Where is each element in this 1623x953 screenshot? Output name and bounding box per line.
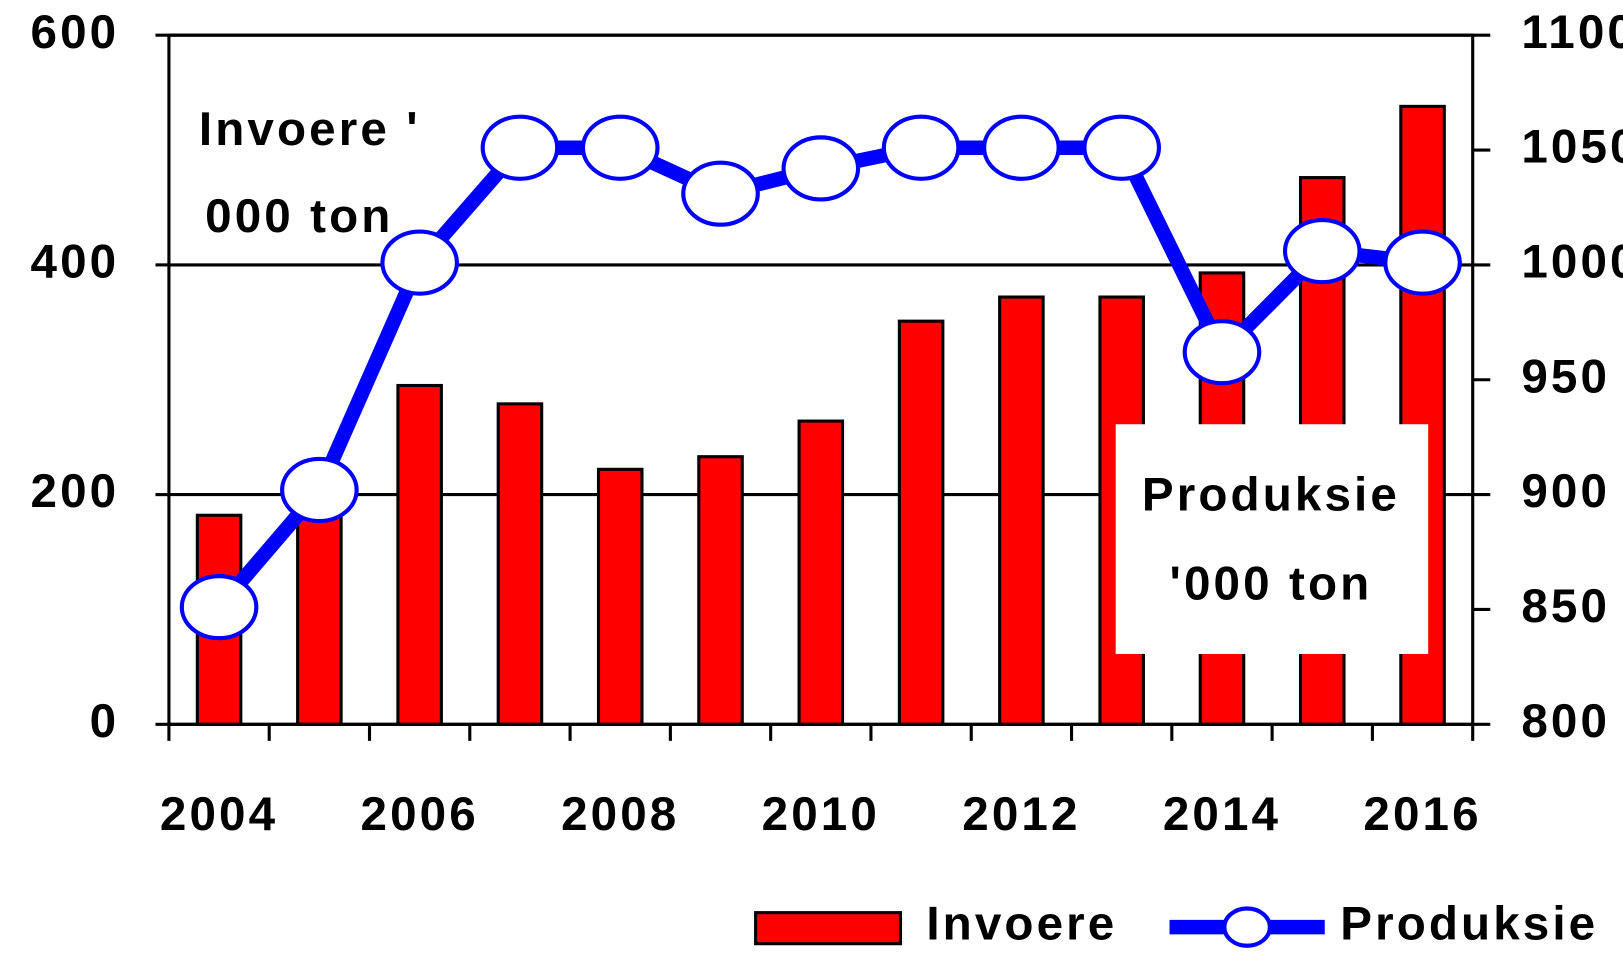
x-tick-label: 2016 bbox=[1363, 788, 1481, 841]
x-tick-label: 2010 bbox=[762, 788, 880, 841]
legend-marker bbox=[1222, 906, 1272, 948]
bar bbox=[296, 504, 343, 726]
y2-tick-label: 800 bbox=[1521, 695, 1610, 748]
x-tick-label: 2008 bbox=[561, 788, 679, 841]
y2-tick-label: 900 bbox=[1521, 465, 1610, 518]
marker bbox=[1082, 114, 1162, 181]
legend-label: Produksie bbox=[1340, 898, 1598, 951]
bar bbox=[797, 419, 845, 726]
annotation: Invoere ' bbox=[199, 103, 421, 156]
y2-tick-label: 1050 bbox=[1521, 121, 1623, 174]
bar bbox=[697, 455, 744, 726]
marker bbox=[1182, 319, 1262, 386]
y2-tick-label: 950 bbox=[1521, 350, 1610, 403]
annotation: 000 ton bbox=[205, 190, 393, 243]
annotation-box bbox=[1115, 424, 1429, 654]
annotation: Produksie bbox=[1142, 468, 1400, 521]
y-tick-label: 200 bbox=[31, 465, 120, 518]
marker bbox=[179, 574, 259, 641]
marker bbox=[1282, 218, 1362, 285]
bar bbox=[396, 383, 443, 726]
marker bbox=[881, 114, 961, 181]
plot-border bbox=[167, 33, 1475, 726]
bar bbox=[998, 295, 1045, 726]
bar bbox=[897, 319, 945, 726]
annotation: '000 ton bbox=[1170, 557, 1373, 610]
y-tick-label: 600 bbox=[31, 6, 120, 59]
x-tick-label: 2006 bbox=[361, 788, 479, 841]
y2-tick-label: 850 bbox=[1521, 580, 1610, 633]
bar bbox=[496, 402, 544, 726]
bar bbox=[596, 467, 644, 726]
marker bbox=[681, 160, 760, 227]
x-tick-label: 2012 bbox=[962, 788, 1080, 841]
marker bbox=[1383, 229, 1462, 296]
marker bbox=[580, 114, 660, 181]
marker bbox=[280, 456, 359, 524]
x-tick-label: 2014 bbox=[1163, 788, 1281, 841]
y-tick-label: 400 bbox=[31, 235, 120, 288]
marker bbox=[982, 114, 1061, 181]
y2-tick-label: 1000 bbox=[1521, 235, 1623, 288]
legend-swatch bbox=[754, 911, 903, 946]
legend-label: Invoere bbox=[926, 898, 1117, 951]
x-tick-label: 2004 bbox=[160, 788, 278, 841]
marker bbox=[480, 114, 560, 181]
y2-tick-label: 1100 bbox=[1521, 6, 1623, 59]
marker bbox=[380, 229, 459, 296]
y-tick-label: 0 bbox=[90, 695, 120, 748]
marker bbox=[781, 135, 861, 202]
